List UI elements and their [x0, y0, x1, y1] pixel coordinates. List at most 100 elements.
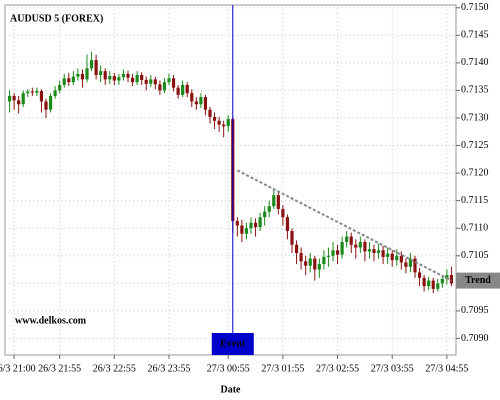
candle-body: [44, 101, 48, 110]
candle-body: [108, 76, 112, 80]
y-tick-label: 0.7115: [461, 195, 488, 206]
y-tick-label: 0.7105: [461, 250, 489, 261]
x-tick-label: 27/3 04:55: [425, 363, 468, 374]
candle-body: [445, 275, 449, 279]
candle-body: [249, 222, 253, 229]
candle-body: [299, 253, 303, 262]
candle-body: [281, 208, 285, 218]
trend-label: Trend: [465, 275, 491, 286]
candle-body: [267, 206, 271, 212]
candle-body: [363, 242, 367, 252]
y-tick-label: 0.7095: [461, 305, 489, 316]
candle-body: [153, 79, 157, 85]
candle-body: [313, 258, 317, 270]
y-tick-label: 0.7125: [461, 140, 489, 151]
candle-body: [372, 249, 376, 254]
candle-body: [181, 84, 185, 95]
trend-label-box: [456, 272, 500, 289]
candle-body: [290, 230, 294, 245]
candle-body: [144, 79, 148, 84]
event-label: Event: [220, 338, 246, 349]
trend-line: [236, 169, 452, 282]
candle-body: [53, 90, 57, 96]
candle-body: [427, 280, 431, 287]
candle-body: [208, 109, 212, 117]
y-tick-label: 0.7120: [461, 167, 489, 178]
candle-body: [276, 195, 280, 209]
y-tick-label: 0.7150: [461, 2, 489, 13]
candle-body: [335, 250, 340, 255]
candle-body: [117, 77, 121, 81]
y-tick-label: 0.7140: [461, 57, 489, 68]
candle-body: [203, 97, 208, 110]
y-tick-label: 0.7090: [461, 333, 489, 344]
candle-body: [235, 221, 239, 226]
candle-body: [404, 262, 408, 267]
candle-body: [89, 60, 94, 69]
candle-body: [253, 222, 258, 228]
candle-body: [158, 84, 162, 91]
candle-body: [440, 278, 444, 284]
candle-body: [58, 84, 62, 91]
candle-body: [272, 195, 276, 207]
candle-body: [212, 116, 217, 121]
candle-body: [349, 236, 353, 245]
candle-body: [431, 280, 435, 289]
candle-body: [149, 79, 153, 84]
candle-body: [80, 73, 85, 80]
candle-body: [39, 90, 44, 102]
candle-body: [381, 250, 385, 257]
candle-body: [376, 250, 381, 254]
candle-body: [130, 77, 135, 83]
candle-body: [171, 78, 176, 88]
candle-body: [21, 93, 25, 105]
candle-body: [48, 95, 53, 110]
y-tick-label: 0.7130: [461, 112, 489, 123]
candle-body: [240, 225, 244, 234]
candle-body: [395, 255, 399, 261]
x-tick-label: 27/3 00:55: [207, 363, 250, 374]
candle-body: [226, 119, 230, 127]
candle-body: [345, 236, 349, 243]
candle-body: [217, 120, 221, 125]
x-tick-label: 26/3 21:00: [0, 363, 36, 374]
candle-body: [76, 73, 80, 77]
candle-body: [71, 76, 75, 83]
candle-body: [399, 255, 403, 263]
x-tick-label: 26/3 22:55: [93, 363, 136, 374]
candle-body: [390, 253, 394, 261]
candle-body: [386, 253, 390, 257]
candle-body: [449, 275, 454, 284]
candle-body: [317, 264, 321, 270]
chart-title: AUDUSD 5 (FOREX): [10, 13, 103, 24]
candle-body: [17, 100, 21, 105]
candle-body: [417, 272, 422, 278]
candle-body: [99, 71, 103, 75]
candle-body: [35, 90, 39, 93]
x-tick-label: 27/3 03:55: [371, 363, 414, 374]
candle-body: [263, 211, 267, 218]
candle-body: [176, 87, 180, 95]
candle-body: [26, 91, 30, 94]
x-tick-label: 27/3 01:55: [261, 363, 304, 374]
candle-body: [326, 255, 331, 257]
candle-body: [140, 75, 144, 80]
event-label-box: [211, 333, 254, 355]
candle-body: [121, 73, 126, 78]
candle-body: [162, 82, 167, 91]
candle-body: [304, 261, 308, 266]
candle-body: [62, 78, 66, 85]
candle-body: [185, 84, 189, 94]
candle-body: [436, 283, 440, 289]
candle-body: [12, 95, 16, 101]
y-tick-label: 0.7110: [461, 223, 488, 234]
candle-body: [135, 75, 139, 83]
candle-body: [322, 256, 326, 265]
x-tick-label: 27/3 02:55: [316, 363, 359, 374]
candle-body: [258, 217, 262, 228]
candle-body: [331, 250, 335, 256]
candle-body: [85, 68, 89, 80]
candle-body: [103, 71, 107, 80]
candle-body: [413, 258, 417, 273]
candle-body: [190, 93, 194, 102]
